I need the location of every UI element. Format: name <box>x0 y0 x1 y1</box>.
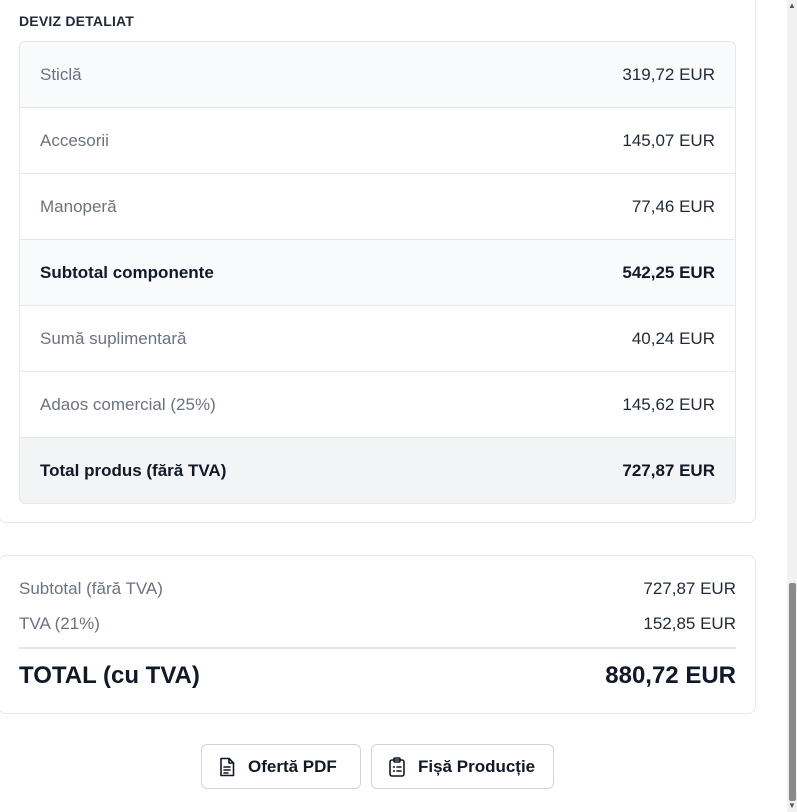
grand-total: TOTAL (cu TVA) 880,72 EUR <box>19 662 736 690</box>
row-value: 727,87 EUR <box>622 460 715 480</box>
row-value: 145,62 EUR <box>622 394 715 414</box>
grand-total-label: TOTAL (cu TVA) <box>19 662 200 689</box>
row-label: Accesorii <box>40 130 109 150</box>
scroll-down-icon[interactable]: ▼ <box>788 801 796 810</box>
tva-line: TVA (21%) 152,85 EUR <box>19 614 736 634</box>
scroll-thumb[interactable] <box>789 583 796 801</box>
clipboard-icon <box>388 756 406 777</box>
production-sheet-label: Fișă Producție <box>418 756 536 776</box>
grand-total-value: 880,72 EUR <box>605 662 736 689</box>
scroll-up-icon[interactable]: ▲ <box>788 1 796 10</box>
subtotal-label: Subtotal (fără TVA) <box>19 579 163 598</box>
row-label: Subtotal componente <box>40 262 214 282</box>
row-label: Manoperă <box>40 196 117 216</box>
summary-card <box>0 555 756 714</box>
row-label: Sumă suplimentară <box>40 328 187 348</box>
pdf-offer-label: Ofertă PDF <box>248 756 337 776</box>
scrollbar[interactable]: ▲ ▼ <box>787 0 797 812</box>
row-value: 40,24 EUR <box>631 328 715 348</box>
row-value: 77,46 EUR <box>631 196 715 216</box>
production-sheet-button[interactable]: Fișă Producție <box>371 744 554 789</box>
row-label: Sticlă <box>40 64 82 84</box>
row-label: Adaos comercial (25%) <box>40 394 216 414</box>
table-row: Adaos comercial (25%) 145,62 EUR <box>20 372 735 438</box>
row-value: 145,07 EUR <box>622 130 715 150</box>
table-row: Sticlă 319,72 EUR <box>20 42 735 108</box>
document-icon <box>218 757 236 777</box>
row-value: 542,25 EUR <box>622 262 715 282</box>
pdf-offer-button[interactable]: Ofertă PDF <box>201 744 361 789</box>
subtotal-line: Subtotal (fără TVA) 727,87 EUR <box>19 579 736 599</box>
row-value: 319,72 EUR <box>622 64 715 84</box>
row-label: Total produs (fără TVA) <box>40 460 227 480</box>
subtotal-value: 727,87 EUR <box>643 579 736 598</box>
summary-divider <box>19 647 736 649</box>
table-row: Sumă suplimentară 40,24 EUR <box>20 306 735 372</box>
tva-label: TVA (21%) <box>19 614 100 633</box>
tva-value: 152,85 EUR <box>643 614 736 633</box>
subtotal-row: Subtotal componente 542,25 EUR <box>20 240 735 306</box>
total-product-row: Total produs (fără TVA) 727,87 EUR <box>20 438 735 503</box>
table-row: Manoperă 77,46 EUR <box>20 174 735 240</box>
deviz-table: Sticlă 319,72 EUR Accesorii 145,07 EUR M… <box>19 41 736 504</box>
table-row: Accesorii 145,07 EUR <box>20 108 735 174</box>
section-title: DEVIZ DETALIAT <box>19 13 135 29</box>
